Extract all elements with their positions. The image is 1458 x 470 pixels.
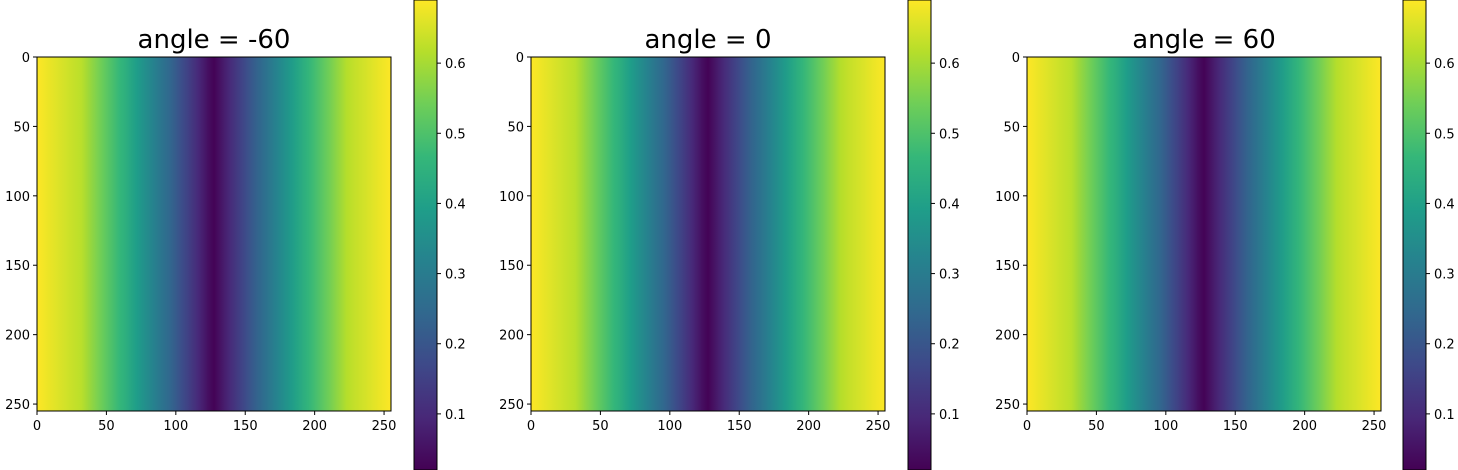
x-tick-label: 250: [1362, 419, 1387, 434]
colorbar-tick-label: 0.6: [1434, 57, 1455, 72]
y-tick-label: 0: [1012, 51, 1020, 66]
axes-frame: [530, 56, 886, 412]
x-tick-label: 100: [163, 419, 188, 434]
x-tick-label: 0: [33, 419, 41, 434]
heatmap-image: [37, 57, 391, 411]
colorbar-tick-label: 0.5: [1434, 127, 1455, 142]
colorbar-tick-label: 0.4: [445, 197, 466, 212]
x-tick-label: 0: [1023, 419, 1031, 434]
colorbar-tick-label: 0.3: [1434, 268, 1455, 283]
y-tick-label: 0: [22, 51, 30, 66]
x-tick-label: 50: [592, 419, 609, 434]
colorbar-tick-label: 0.6: [939, 57, 960, 72]
x-tick-label: 50: [98, 419, 115, 434]
axes-frame: [1026, 56, 1382, 412]
colorbar-tick-label: 0.1: [1434, 408, 1455, 423]
y-tick-label: 200: [995, 329, 1020, 344]
axes-frame: [36, 56, 392, 412]
y-tick-label: 100: [499, 190, 524, 205]
colorbar: [907, 0, 932, 470]
colorbar-tick-label: 0.4: [1434, 197, 1455, 212]
panel-title: angle = 60: [1132, 25, 1276, 55]
x-tick-label: 250: [866, 419, 891, 434]
colorbar-tick-label: 0.3: [939, 268, 960, 283]
colorbar-tick-label: 0.2: [939, 338, 960, 353]
colorbar-tick-label: 0.6: [445, 57, 466, 72]
colorbar-tick-label: 0.3: [445, 268, 466, 283]
colorbar-tick-label: 0.4: [939, 197, 960, 212]
y-tick-label: 200: [5, 329, 30, 344]
y-tick-label: 150: [5, 259, 30, 274]
colorbar-tick-label: 0.1: [445, 408, 466, 423]
panel-title: angle = 0: [645, 25, 772, 55]
x-tick-label: 100: [657, 419, 682, 434]
x-tick-label: 200: [796, 419, 821, 434]
colorbar-tick-label: 0.2: [445, 338, 466, 353]
colorbar-tick-label: 0.5: [445, 127, 466, 142]
x-tick-label: 150: [233, 419, 258, 434]
x-tick-label: 150: [1223, 419, 1248, 434]
colorbar-tick-label: 0.2: [1434, 338, 1455, 353]
heatmap-image: [1027, 57, 1381, 411]
y-tick-label: 250: [995, 398, 1020, 413]
y-tick-label: 50: [13, 120, 30, 135]
panel-2: angle = 00 50 100 150 200 2500501001502002500…: [499, 0, 960, 470]
colorbar-tick-label: 0.1: [939, 408, 960, 423]
x-tick-label: 200: [302, 419, 327, 434]
heatmap-image: [531, 57, 885, 411]
y-tick-label: 50: [507, 120, 524, 135]
colorbar: [413, 0, 438, 470]
y-tick-label: 150: [995, 259, 1020, 274]
y-tick-label: 150: [499, 259, 524, 274]
panel-title: angle = -60: [138, 25, 291, 55]
panel-3: angle = 600 50 100 150 200 250050100150200250…: [995, 0, 1455, 470]
y-tick-label: 250: [5, 398, 30, 413]
x-tick-label: 50: [1088, 419, 1105, 434]
colorbar-tick-label: 0.5: [939, 127, 960, 142]
y-tick-label: 200: [499, 329, 524, 344]
y-tick-label: 0: [516, 51, 524, 66]
x-tick-label: 150: [727, 419, 752, 434]
panel-1: angle = -600 50 100 150 200 25005010015020025…: [5, 0, 466, 470]
y-tick-label: 100: [995, 190, 1020, 205]
x-tick-label: 0: [527, 419, 535, 434]
y-tick-label: 250: [499, 398, 524, 413]
y-tick-label: 50: [1003, 120, 1020, 135]
colorbar: [1402, 0, 1427, 470]
x-tick-label: 200: [1292, 419, 1317, 434]
x-tick-label: 250: [372, 419, 397, 434]
x-tick-label: 100: [1153, 419, 1178, 434]
y-tick-label: 100: [5, 190, 30, 205]
